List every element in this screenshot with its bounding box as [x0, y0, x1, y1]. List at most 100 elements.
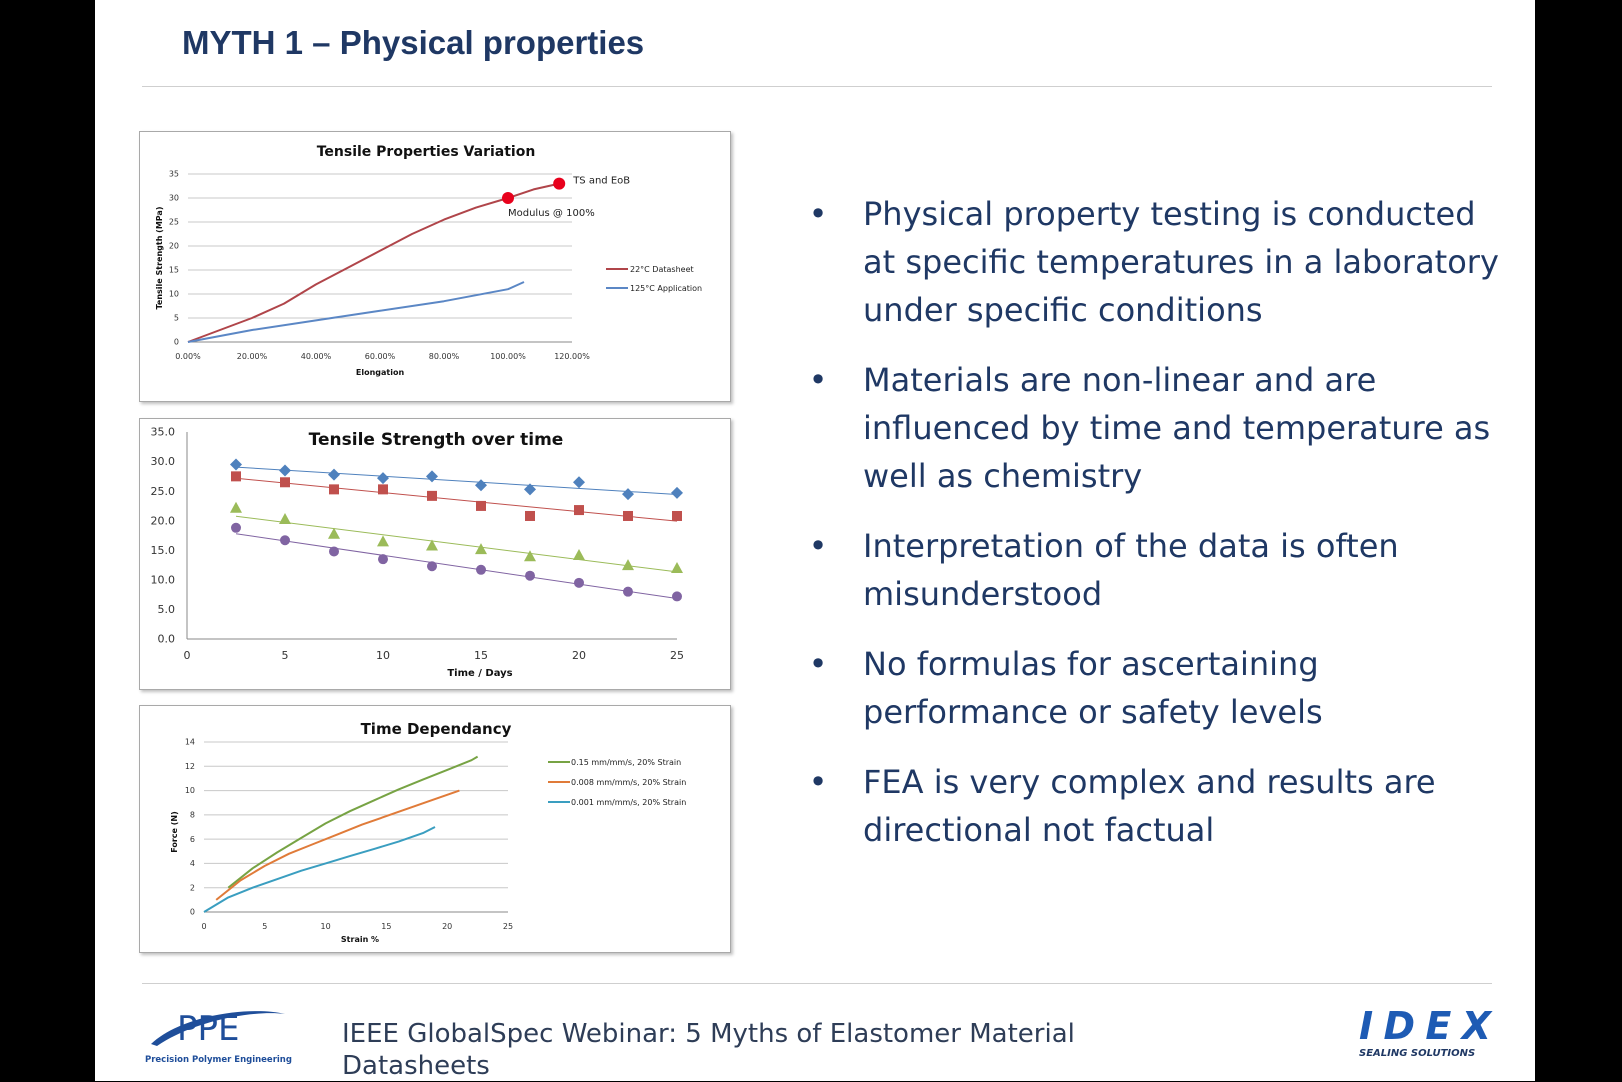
chart-title: Time Dependancy: [361, 720, 512, 738]
x-tick-label: 0: [184, 649, 191, 662]
series-line-0-001: [203, 826, 436, 913]
data-point-triangle: [230, 501, 242, 513]
y-axis-label: Tensile Strength (MPa): [155, 207, 164, 310]
data-point-square: [623, 510, 633, 521]
data-point-square: [378, 484, 388, 495]
y-tick-label: 15: [169, 266, 179, 275]
tensile-properties-chart-svg: Tensile Properties Variation Elongation Te…: [155, 144, 702, 377]
data-point-circle: [623, 586, 633, 597]
bullet-item: • Interpretation of the data is often mis…: [803, 522, 1503, 618]
bullet-text: Physical property testing is conducted a…: [863, 195, 1499, 329]
y-tick-label: 5: [174, 314, 179, 323]
data-point-triangle: [328, 527, 340, 539]
tensile-strength-time-chart-svg: Tensile Strength over time Time / Days 0.0…: [151, 426, 685, 679]
trendline: [235, 477, 678, 522]
annotation-marker: [553, 177, 566, 190]
data-point-circle: [280, 535, 290, 546]
data-point-triangle: [622, 559, 634, 571]
idex-logo-text: IDEX: [1359, 1005, 1493, 1048]
bullet-list: • Physical property testing is conducted …: [803, 190, 1503, 876]
y-tick-label: 35: [169, 170, 179, 179]
data-point-triangle: [279, 512, 291, 524]
annotation-label: TS and EoB: [572, 176, 630, 187]
slide: MYTH 1 – Physical properties Tensile Pro…: [95, 0, 1535, 1081]
data-point-square: [574, 505, 584, 516]
bullet-dot: •: [808, 763, 828, 801]
data-point-diamond: [671, 486, 683, 499]
data-point-triangle: [671, 562, 683, 574]
bullet-item: • FEA is very complex and results are dir…: [803, 758, 1503, 854]
bullet-text: No formulas for ascertaining performance…: [863, 645, 1323, 731]
x-tick-label: 15: [381, 922, 391, 931]
annotation-marker: [502, 192, 514, 204]
y-tick-label: 35.0: [151, 426, 176, 439]
y-tick-label: 12: [185, 762, 195, 771]
y-tick-label: 25: [169, 218, 179, 227]
bullet-item: • Physical property testing is conducted …: [803, 190, 1503, 334]
trendline: [235, 466, 678, 495]
x-tick-label: 20.00%: [237, 352, 268, 361]
data-point-circle: [329, 546, 339, 557]
trendline: [235, 515, 678, 573]
y-tick-label: 10.0: [151, 574, 176, 587]
x-tick-label: 40.00%: [301, 352, 332, 361]
x-tick-label: 5: [282, 649, 289, 662]
legend-label: 0.001 mm/mm/s, 20% Strain: [571, 798, 686, 807]
y-axis-label: Force (N): [170, 811, 179, 853]
data-point-circle: [672, 591, 682, 602]
series-line-0-15: [227, 755, 479, 889]
x-tick-label: 15: [474, 649, 488, 662]
x-tick-label: 25: [503, 922, 513, 931]
annotation-label: Modulus @ 100%: [508, 208, 595, 219]
ppe-tagline: Precision Polymer Engineering: [145, 1055, 292, 1065]
x-tick-label: 0.00%: [175, 352, 201, 361]
x-tick-label: 10: [376, 649, 390, 662]
data-point-diamond: [230, 458, 242, 471]
time-dependancy-chart-svg: Time Dependancy Strain % Force (N) 0 2 4 6 8 10 1…: [170, 720, 686, 944]
chart-tensile-properties: Tensile Properties Variation Elongation Te…: [139, 131, 731, 402]
bullet-text: Materials are non-linear and are influen…: [863, 361, 1491, 495]
y-tick-label: 14: [185, 738, 195, 747]
data-point-triangle: [377, 535, 389, 547]
idex-tagline: SEALING SOLUTIONS: [1359, 1048, 1475, 1059]
y-tick-label: 0: [190, 908, 195, 917]
y-tick-label: 30: [169, 194, 179, 203]
ppe-logo-text: PPE: [177, 1009, 240, 1049]
data-point-circle: [525, 570, 535, 581]
series-line-0-008: [215, 789, 460, 901]
y-tick-label: 15.0: [151, 544, 176, 557]
data-point-triangle: [475, 543, 487, 555]
x-tick-label: 25: [670, 649, 684, 662]
x-tick-label: 20: [442, 922, 452, 931]
x-axis-label: Elongation: [356, 368, 405, 377]
bullet-dot: •: [808, 645, 828, 683]
bullet-dot: •: [808, 361, 828, 399]
bullet-item: • Materials are non-linear and are influe…: [803, 356, 1503, 500]
trendline: [235, 533, 678, 600]
y-tick-label: 6: [190, 835, 195, 844]
series-line-125c-application: [187, 281, 525, 343]
bullet-item: • No formulas for ascertaining performanc…: [803, 640, 1503, 736]
ppe-swoosh-icon: [151, 1011, 285, 1046]
data-point-square: [329, 484, 339, 495]
data-point-triangle: [573, 549, 585, 561]
y-tick-label: 20.0: [151, 514, 176, 527]
data-point-diamond: [426, 470, 438, 483]
x-tick-label: 80.00%: [429, 352, 460, 361]
y-tick-label: 30.0: [151, 455, 176, 468]
legend-label: 0.008 mm/mm/s, 20% Strain: [571, 778, 686, 787]
data-point-diamond: [279, 464, 291, 477]
data-point-circle: [476, 564, 486, 575]
data-point-diamond: [475, 479, 487, 492]
data-point-square: [672, 510, 682, 521]
data-point-square: [231, 471, 241, 482]
x-tick-label: 60.00%: [365, 352, 396, 361]
data-point-diamond: [573, 476, 585, 489]
legend-label: 125°C Application: [630, 284, 702, 293]
data-point-diamond: [524, 483, 536, 496]
x-tick-label: 5: [262, 922, 267, 931]
footer-divider: [142, 983, 1492, 984]
data-point-triangle: [524, 550, 536, 562]
data-point-diamond: [622, 488, 634, 501]
y-tick-label: 5.0: [158, 603, 176, 616]
